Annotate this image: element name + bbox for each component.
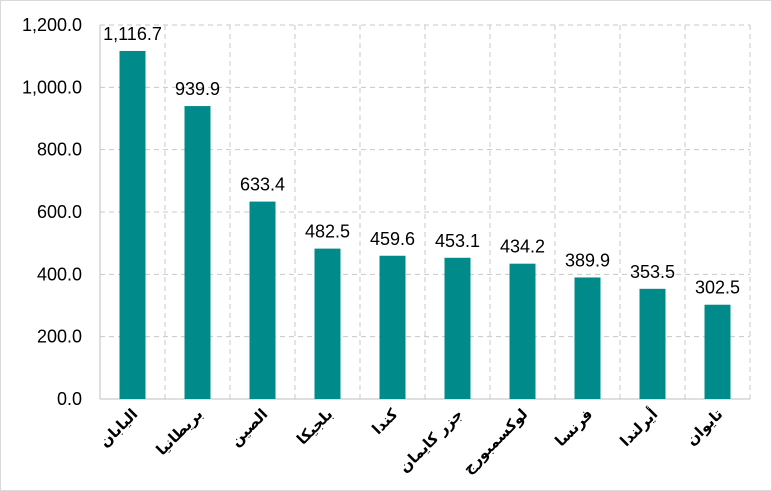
bar — [704, 304, 731, 399]
x-tick-label: كندا — [368, 405, 401, 438]
x-tick-label: أيرلندا — [616, 404, 662, 450]
bar — [119, 50, 146, 400]
y-tick-label: 0.0 — [57, 389, 82, 409]
bar — [574, 277, 601, 399]
bar — [314, 248, 341, 399]
data-label: 302.5 — [695, 278, 740, 298]
bar — [509, 263, 536, 399]
x-tick-label: الصين — [227, 405, 272, 450]
bar — [379, 255, 406, 399]
data-label: 482.5 — [305, 222, 350, 242]
x-tick-label: بريطانيا — [152, 405, 206, 459]
x-tick-label: فرنسا — [551, 405, 596, 450]
data-label: 353.5 — [630, 262, 675, 282]
data-label: 434.2 — [500, 237, 545, 257]
x-tick-label: لوكسمبورج — [459, 405, 531, 477]
data-label: 389.9 — [565, 250, 610, 270]
data-label: 939.9 — [175, 79, 220, 99]
y-tick-label: 800.0 — [37, 140, 82, 160]
x-tick-label: جزر كايمان — [395, 405, 466, 476]
bar — [444, 257, 471, 399]
x-tick-label: تايوان — [682, 405, 726, 449]
bar — [249, 201, 276, 399]
y-tick-label: 400.0 — [37, 264, 82, 284]
bar — [184, 106, 211, 399]
y-tick-label: 1,200.0 — [22, 15, 82, 35]
y-tick-label: 200.0 — [37, 327, 82, 347]
data-label: 459.6 — [370, 229, 415, 249]
y-tick-label: 600.0 — [37, 202, 82, 222]
data-label: 1,116.7 — [103, 24, 162, 44]
data-label: 633.4 — [240, 175, 285, 195]
bar — [639, 288, 666, 399]
y-tick-label: 1,000.0 — [22, 77, 82, 97]
x-tick-label: بلجيكا — [293, 405, 336, 448]
data-label: 453.1 — [435, 231, 480, 251]
x-tick-label: اليابان — [96, 405, 142, 451]
